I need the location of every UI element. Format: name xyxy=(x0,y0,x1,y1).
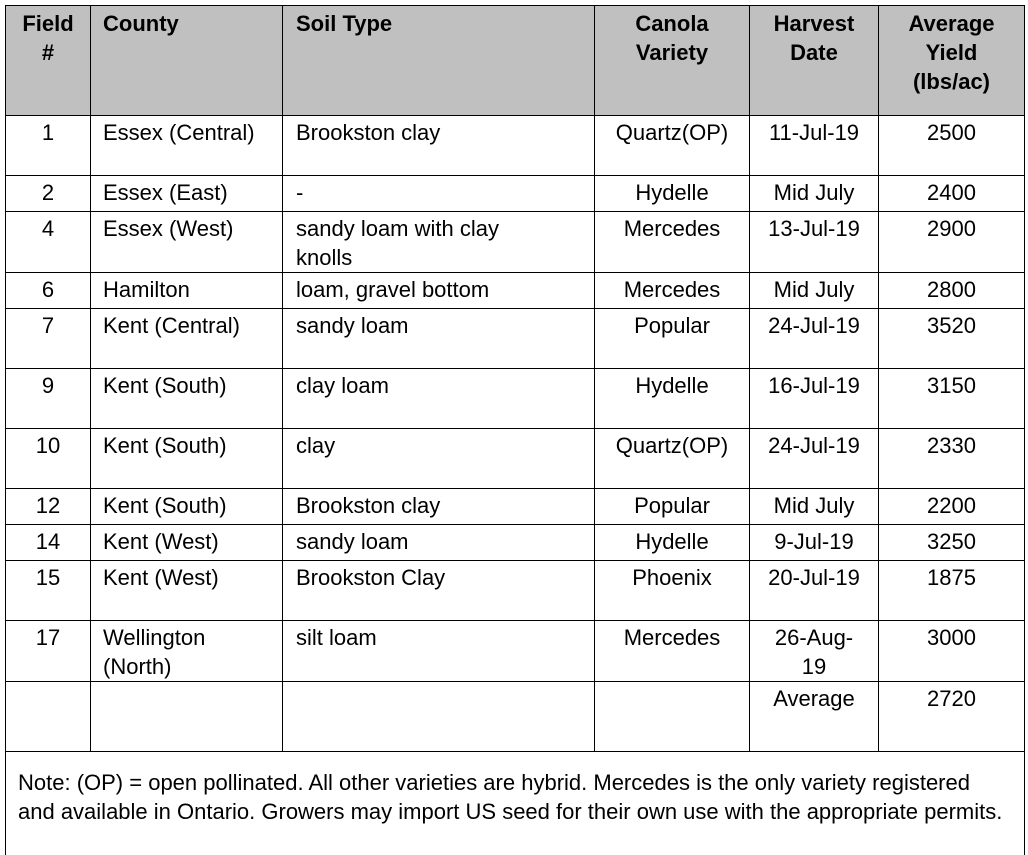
table-cell: 24-Jul-19 xyxy=(749,428,879,489)
table-cell: Essex (East) xyxy=(90,175,283,212)
table-cell: 7 xyxy=(5,308,91,369)
table-cell: 2 xyxy=(5,175,91,212)
table-row: 1 Essex (Central) Brookston clay Quartz(OP)… xyxy=(5,115,1025,176)
table-cell: Brookston Clay xyxy=(282,560,595,621)
table-cell: 3520 xyxy=(878,308,1025,369)
table-row: 4 Essex (West) sandy loam with clay knolls… xyxy=(5,211,1025,273)
header-row: Field # County Soil Type Canola Variety Harv… xyxy=(5,5,1025,116)
table-cell: loam, gravel bottom xyxy=(282,272,595,309)
table-row: 9 Kent (South) clay loam Hydelle 16-Jul-19 31… xyxy=(5,368,1025,429)
table-body: 1 Essex (Central) Brookston clay Quartz(OP)… xyxy=(5,115,1025,855)
table-cell: Hydelle xyxy=(594,175,750,212)
table-cell: sandy loam xyxy=(282,308,595,369)
summary-row: Average 2720 xyxy=(5,681,1025,752)
table-cell: 11-Jul-19 xyxy=(749,115,879,176)
column-header: Average Yield (lbs/ac) xyxy=(878,5,1025,116)
table-cell: 24-Jul-19 xyxy=(749,308,879,369)
note-row: Note: (OP) = open pollinated. All other … xyxy=(5,751,1025,855)
table-cell: Quartz(OP) xyxy=(594,428,750,489)
table-cell: 2330 xyxy=(878,428,1025,489)
table-cell: Hydelle xyxy=(594,524,750,561)
table-cell: 1 xyxy=(5,115,91,176)
table-cell: 17 xyxy=(5,620,91,682)
table-cell: 3250 xyxy=(878,524,1025,561)
table-row: 2 Essex (East) - Hydelle Mid July 2400 xyxy=(5,175,1025,212)
table-cell: Mid July xyxy=(749,488,879,525)
table-cell: Brookston clay xyxy=(282,115,595,176)
table-cell: 2800 xyxy=(878,272,1025,309)
table-cell: sandy loam xyxy=(282,524,595,561)
table-cell: 12 xyxy=(5,488,91,525)
table-cell: 2400 xyxy=(878,175,1025,212)
table-cell: Kent (West) xyxy=(90,524,283,561)
table-cell: Mercedes xyxy=(594,272,750,309)
table-row: 12 Kent (South) Brookston clay Popular Mid J… xyxy=(5,488,1025,525)
table-cell: clay xyxy=(282,428,595,489)
column-header: Harvest Date xyxy=(749,5,879,116)
table-row: 6 Hamilton loam, gravel bottom Mercedes Mid … xyxy=(5,272,1025,309)
table-cell: 4 xyxy=(5,211,91,273)
table-cell: 2900 xyxy=(878,211,1025,273)
table-cell: Popular xyxy=(594,308,750,369)
table-cell: 9 xyxy=(5,368,91,429)
column-header: Field # xyxy=(5,5,91,116)
table-cell: 3150 xyxy=(878,368,1025,429)
table-cell: Essex (West) xyxy=(90,211,283,273)
table-row: 14 Kent (West) sandy loam Hydelle 9-Jul-19 32… xyxy=(5,524,1025,561)
table-cell: 9-Jul-19 xyxy=(749,524,879,561)
table-cell: 2200 xyxy=(878,488,1025,525)
table-cell: Quartz(OP) xyxy=(594,115,750,176)
table-cell: Brookston clay xyxy=(282,488,595,525)
note: Note: (OP) = open pollinated. All other … xyxy=(5,751,1025,855)
empty-cell xyxy=(282,681,595,752)
table-row: 15 Kent (West) Brookston Clay Phoenix 20-Jul… xyxy=(5,560,1025,621)
table-cell: 3000 xyxy=(878,620,1025,682)
table-row: 10 Kent (South) clay Quartz(OP) 24-Jul-19 233… xyxy=(5,428,1025,489)
yield-table: Field # County Soil Type Canola Variety Harv… xyxy=(5,5,1025,855)
table-cell: 13-Jul-19 xyxy=(749,211,879,273)
table-cell: Wellington (North) xyxy=(90,620,283,682)
table-cell: silt loam xyxy=(282,620,595,682)
table-cell: Kent (South) xyxy=(90,428,283,489)
table-cell: 2500 xyxy=(878,115,1025,176)
table-cell: Hamilton xyxy=(90,272,283,309)
table-cell: 15 xyxy=(5,560,91,621)
table-cell: Mercedes xyxy=(594,211,750,273)
table-cell: Mercedes xyxy=(594,620,750,682)
column-header: Canola Variety xyxy=(594,5,750,116)
column-header: County xyxy=(90,5,283,116)
table-cell: 1875 xyxy=(878,560,1025,621)
table-cell: - xyxy=(282,175,595,212)
table-row: 17 Wellington (North) silt loam Mercedes 26-… xyxy=(5,620,1025,682)
summary-value: 2720 xyxy=(878,681,1025,752)
table-cell: 6 xyxy=(5,272,91,309)
table-cell: 14 xyxy=(5,524,91,561)
table-cell: sandy loam with clay knolls xyxy=(282,211,595,273)
table-cell: Phoenix xyxy=(594,560,750,621)
table-cell: Kent (Central) xyxy=(90,308,283,369)
table-cell: 26-Aug-19 xyxy=(749,620,879,682)
table-cell: 16-Jul-19 xyxy=(749,368,879,429)
table-cell: Mid July xyxy=(749,175,879,212)
column-header: Soil Type xyxy=(282,5,595,116)
table-cell: Kent (South) xyxy=(90,368,283,429)
summary-label: Average xyxy=(749,681,879,752)
table-row: 7 Kent (Central) sandy loam Popular 24-Jul-1… xyxy=(5,308,1025,369)
table-cell: clay loam xyxy=(282,368,595,429)
table-cell: Kent (West) xyxy=(90,560,283,621)
table-cell: Hydelle xyxy=(594,368,750,429)
table-cell: 10 xyxy=(5,428,91,489)
table-cell: Popular xyxy=(594,488,750,525)
empty-cell xyxy=(90,681,283,752)
empty-cell xyxy=(594,681,750,752)
table-cell: Mid July xyxy=(749,272,879,309)
empty-cell xyxy=(5,681,91,752)
table-cell: Essex (Central) xyxy=(90,115,283,176)
table-cell: Kent (South) xyxy=(90,488,283,525)
table-cell: 20-Jul-19 xyxy=(749,560,879,621)
